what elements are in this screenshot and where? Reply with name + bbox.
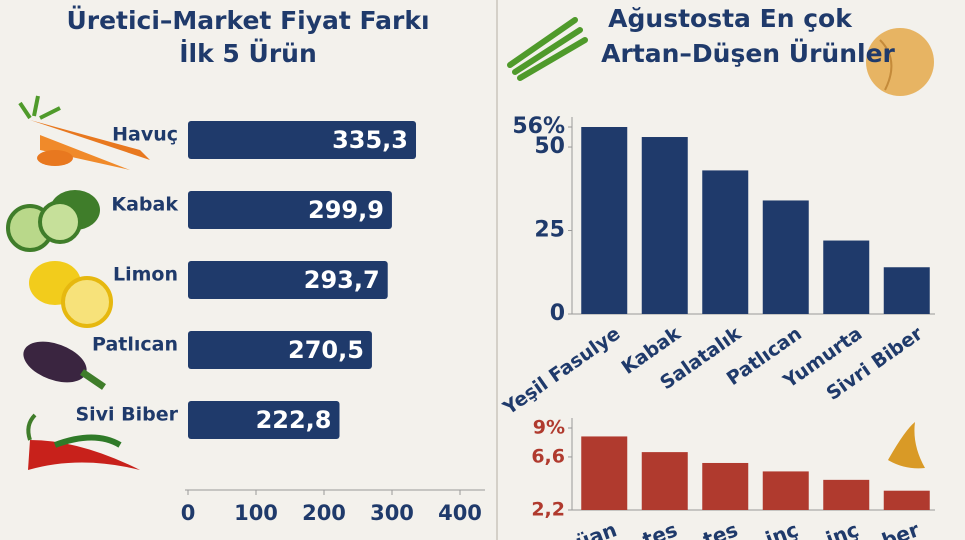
title-1: Üretici–Market Fiyat Farkı İlk 5 Ürün [66,5,429,68]
bar [702,462,749,510]
eggplant-icon [23,341,106,390]
bar [641,452,688,510]
y-tick-label: 50 [534,134,565,159]
bar [581,436,628,510]
x-tick-label: 0 [181,501,196,525]
bar [188,401,340,439]
bar [188,331,372,369]
value-label: 299,9 [308,196,384,224]
value-label: 270,5 [288,336,364,364]
bar [762,200,809,314]
peel-icon [888,422,925,469]
y-tick-label: 2,2 [531,499,565,521]
y-tick-label: 56% [512,114,565,139]
bar [188,191,392,229]
x-tick-label: 400 [438,501,482,525]
category-label: Limon [113,264,178,286]
title-2: Ağustosta En çok Artan–Düşen Ürünler [601,4,895,68]
bean-icon [507,17,588,81]
value-label: 335,3 [332,126,408,154]
bar [641,137,688,314]
carrot-icon [18,95,150,170]
x-tick-label: 100 [234,501,278,525]
y-tick-label: 25 [534,218,565,243]
lemon-icon [29,261,113,328]
category-label: Havuç [112,124,178,146]
title-line: Üretici–Market Fiyat Farkı [66,5,429,35]
bar [823,240,870,314]
bar [883,490,930,510]
category-label: Kabak [111,194,178,216]
bar [702,170,749,314]
title-line: İlk 5 Ürün [179,38,317,68]
x-tick-label: 200 [302,501,346,525]
bar [581,127,628,314]
zucchini-icon [6,190,100,252]
title-line: Artan–Düşen Ürünler [601,38,895,68]
value-label: 293,7 [304,266,380,294]
pepper-icon [26,413,140,470]
bar [762,471,809,510]
y-tick-label: 9% [533,417,565,439]
bar [188,261,388,299]
y-tick-label: 0 [550,301,565,326]
onion-icon [866,28,934,96]
value-label: 222,8 [256,406,332,434]
bar [823,479,870,510]
category-label: Sivi Biber [75,404,178,426]
y-tick-label: 6,6 [531,445,565,467]
bar [883,267,930,314]
bar [188,121,417,159]
category-label: Patlıcan [92,334,178,356]
title-line: Ağustosta En çok [608,4,853,33]
x-tick-label: 300 [370,501,414,525]
